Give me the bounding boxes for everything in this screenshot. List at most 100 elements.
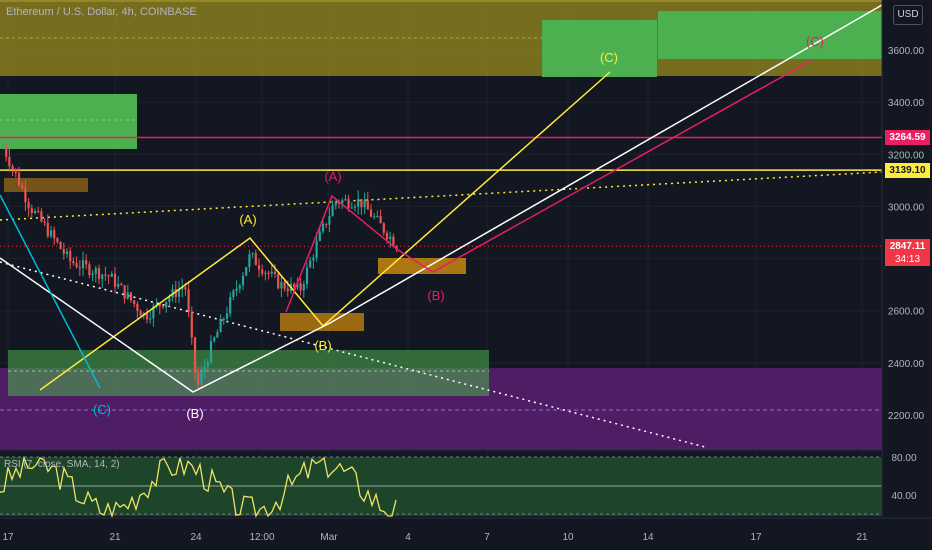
wave-label: (B) — [427, 288, 444, 303]
candle-body — [91, 273, 94, 275]
candle-body — [14, 168, 17, 173]
candle-body — [27, 202, 30, 209]
candle-body — [213, 337, 216, 342]
candle-body — [216, 332, 219, 338]
candle-body — [161, 306, 165, 308]
candle-body — [283, 282, 286, 289]
candle-body — [235, 288, 238, 291]
candle-body — [302, 284, 305, 291]
candle-body — [133, 300, 136, 305]
y-tick-label: 2200.00 — [888, 411, 925, 422]
candle-body — [120, 283, 123, 286]
candle-body — [37, 211, 40, 213]
y-tick-label: 3200.00 — [888, 150, 925, 161]
zones — [0, 0, 882, 450]
candle-body — [267, 272, 270, 274]
candle-body — [81, 260, 85, 269]
candle-body — [331, 205, 334, 217]
x-tick-label: 17 — [2, 532, 14, 543]
candle-body — [187, 289, 190, 313]
candle-body — [145, 312, 149, 320]
candle-body — [337, 201, 341, 204]
order-block — [378, 258, 466, 274]
candle-body — [46, 222, 49, 237]
candle-body — [325, 223, 328, 225]
price-label-last: 2847.11 — [885, 239, 930, 255]
candle-body — [110, 273, 113, 277]
x-tick-label: 21 — [856, 532, 868, 543]
x-tick-label: 24 — [190, 532, 202, 543]
candle-body — [277, 274, 280, 289]
wave-label: (C) — [600, 50, 618, 65]
rsi-legend: RSI (7, close, SMA, 14, 2) — [4, 459, 120, 470]
candle-body — [232, 290, 235, 298]
candle-body — [369, 209, 373, 217]
candle-body — [21, 185, 24, 189]
candle-body — [149, 318, 152, 320]
candle-body — [24, 188, 27, 203]
candle-body — [30, 208, 33, 213]
candle-body — [65, 251, 69, 254]
candle-body — [264, 272, 267, 274]
currency-button[interactable]: USD — [893, 5, 923, 25]
candle-body — [219, 318, 222, 333]
wave-label: (C) — [806, 34, 824, 49]
candle-body — [62, 248, 65, 254]
candle-body — [104, 274, 107, 276]
candle-body — [101, 274, 104, 279]
candle-body — [328, 216, 331, 225]
candle-body — [341, 200, 344, 204]
candle-body — [312, 257, 315, 261]
candle-body — [165, 301, 168, 308]
target-zone — [542, 20, 657, 77]
candle-body — [33, 211, 37, 213]
candle-body — [11, 166, 14, 169]
candle-body — [184, 287, 187, 290]
rsi-tick-label: 40.00 — [891, 491, 916, 502]
candle-body — [49, 230, 53, 237]
candle-body — [280, 282, 283, 289]
candle-body — [168, 297, 171, 302]
candle-body — [382, 223, 385, 233]
candle-body — [181, 287, 184, 290]
x-tick-label: 12:00 — [249, 532, 274, 543]
candle-body — [139, 310, 142, 316]
candle-body — [5, 146, 8, 157]
candle-body — [309, 260, 312, 268]
candle-body — [273, 271, 277, 275]
wave-path-white — [0, 4, 883, 393]
candle-body — [347, 199, 350, 208]
candle-body — [376, 216, 379, 218]
candle-body — [203, 366, 206, 373]
candle-body — [293, 283, 296, 288]
candle-body — [299, 283, 302, 291]
candle-body — [254, 253, 257, 266]
candle-body — [363, 200, 366, 208]
x-tick-label: 10 — [562, 532, 574, 543]
candle-body — [353, 206, 357, 208]
candle-body — [366, 200, 369, 210]
candle-body — [251, 253, 254, 255]
bar-countdown: 34:13 — [885, 254, 930, 267]
x-tick-label: 4 — [405, 532, 411, 543]
x-tick-label: 7 — [484, 532, 490, 543]
candle-body — [1, 146, 5, 148]
rsi-line — [0, 455, 397, 519]
candle-body — [177, 289, 181, 297]
wave-label: (C) — [93, 402, 111, 417]
x-tick-label: 21 — [109, 532, 121, 543]
candle-body — [222, 318, 225, 320]
trendline-dotted-yellow — [0, 171, 883, 221]
candle-body — [59, 241, 62, 249]
candle-body — [241, 275, 245, 286]
trendline-dotted-white — [0, 261, 706, 448]
x-tick-label: 14 — [642, 532, 654, 543]
candle-body — [197, 372, 200, 385]
candle-body — [152, 306, 155, 319]
candle-body — [245, 267, 248, 276]
candle-body — [75, 263, 78, 268]
candle-body — [17, 172, 21, 186]
candle-body — [190, 312, 193, 338]
price-label-level-high: 3264.59 — [885, 130, 930, 146]
